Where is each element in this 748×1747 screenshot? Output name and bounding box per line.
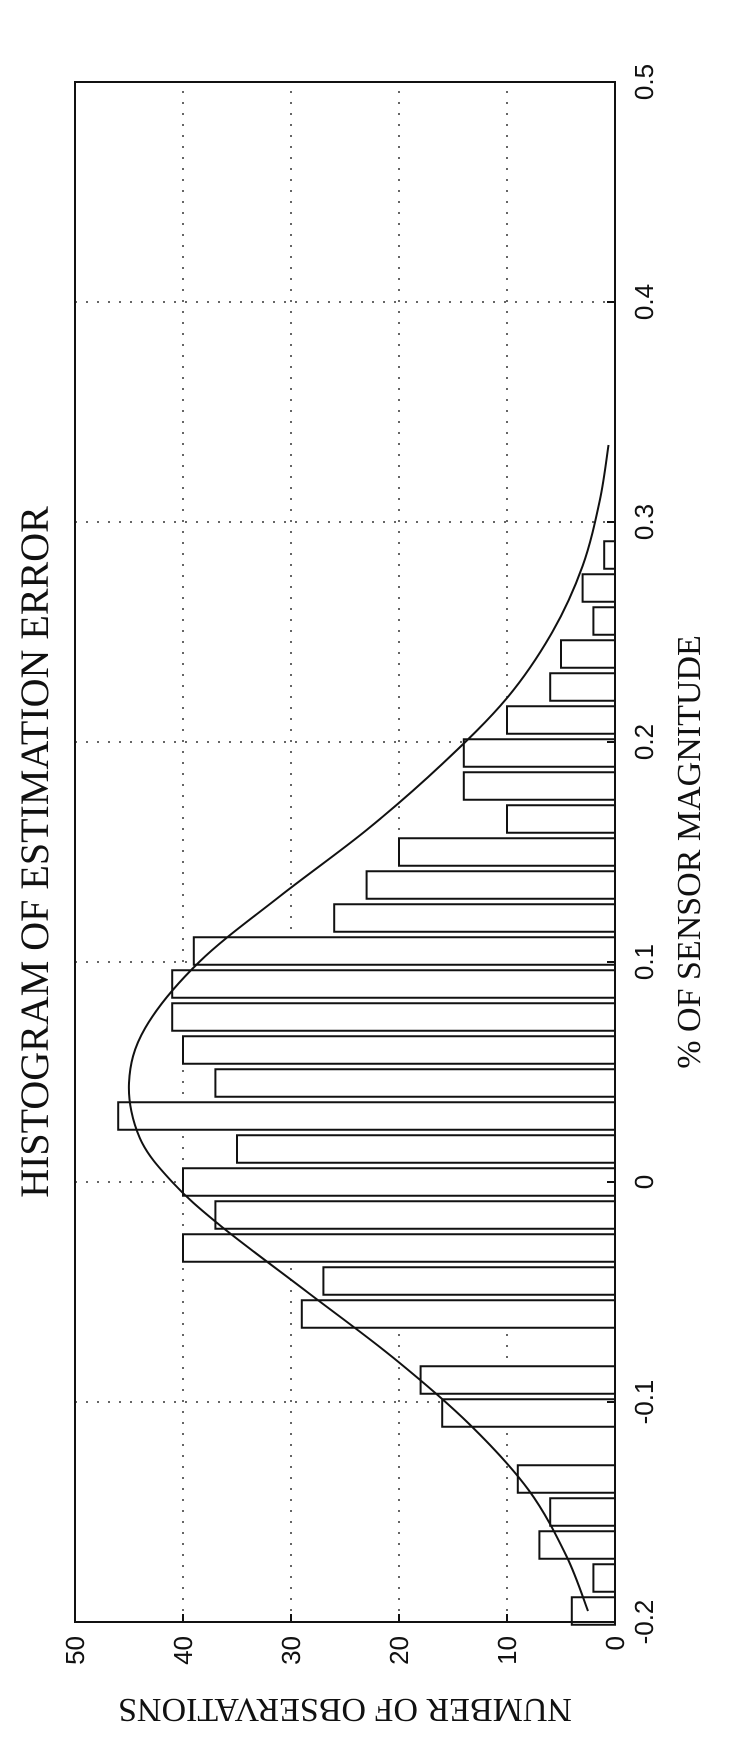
- histogram-bar: [506, 705, 616, 735]
- histogram-bar: [182, 1167, 616, 1197]
- histogram-bar: [236, 1134, 616, 1164]
- y-tick-label: 50: [60, 1636, 90, 1665]
- x-tick-label: -0.1: [629, 1380, 659, 1425]
- histogram-bar: [117, 1101, 616, 1131]
- histogram-bar: [560, 639, 616, 669]
- histogram-bar: [419, 1365, 616, 1395]
- histogram-bar: [538, 1530, 617, 1560]
- y-tick-label: 10: [492, 1636, 522, 1665]
- histogram-bar: [581, 573, 616, 603]
- y-axis-label: NUMBER OF OBSERVATIONS: [118, 1691, 572, 1728]
- histogram-bar: [549, 1497, 617, 1527]
- y-tick-label: 20: [384, 1636, 414, 1665]
- y-tick-label: 40: [168, 1636, 198, 1665]
- y-tick-label: 0: [600, 1636, 630, 1650]
- bars: [117, 540, 617, 1626]
- x-tick-labels: -0.2 -0.1 0 0.1 0.2 0.3 0.4 0.5: [607, 64, 659, 1644]
- fit-curve: [127, 444, 610, 1612]
- histogram-bar: [603, 540, 617, 570]
- y-tick-labels: 0 10 20 30 40 50: [60, 1614, 630, 1665]
- chart-title: HISTOGRAM OF ESTIMATION ERROR: [12, 506, 57, 1198]
- histogram-bar: [516, 1464, 616, 1494]
- y-tick-label: 30: [276, 1636, 306, 1665]
- histogram-bar: [322, 1266, 616, 1296]
- histogram-bar: [462, 738, 616, 768]
- histogram-bar: [549, 672, 617, 702]
- histogram-bar: [570, 1596, 616, 1626]
- x-tick-label: 0.5: [629, 64, 659, 100]
- histogram-bar: [398, 837, 616, 867]
- x-tick-label: 0: [629, 1175, 659, 1189]
- plot-frame: [74, 81, 616, 1623]
- x-axis-label: % OF SENSOR MAGNITUDE: [671, 635, 708, 1069]
- histogram-bar: [171, 1002, 616, 1032]
- x-tick-label: 0.2: [629, 724, 659, 760]
- histogram-bar: [592, 606, 617, 636]
- x-tick-label: 0.1: [629, 944, 659, 980]
- histogram-bar: [365, 870, 616, 900]
- histogram-bar: [214, 1200, 616, 1230]
- histogram-bar: [171, 969, 616, 999]
- histogram-bar: [333, 903, 616, 933]
- x-tick-label: -0.2: [629, 1600, 659, 1645]
- histogram-bar: [506, 804, 616, 834]
- x-tick-label: 0.3: [629, 504, 659, 540]
- histogram-bar: [192, 936, 617, 966]
- histogram-bar: [182, 1035, 616, 1065]
- histogram-bar: [462, 771, 616, 801]
- histogram-bar: [214, 1068, 616, 1098]
- x-tick-label: 0.4: [629, 284, 659, 320]
- histogram-bar: [592, 1563, 617, 1593]
